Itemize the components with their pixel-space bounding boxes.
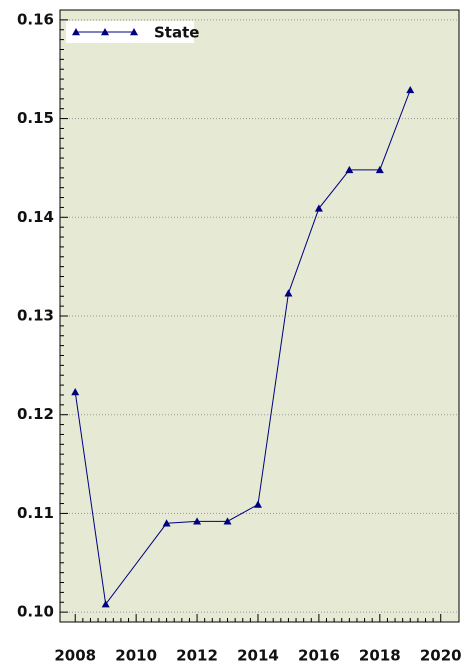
- y-tick-label: 0.11: [17, 504, 54, 522]
- y-tick-label: 0.15: [17, 109, 54, 127]
- x-tick-label: 2018: [359, 647, 401, 665]
- marker: [71, 388, 80, 396]
- legend-marker: [130, 28, 138, 36]
- marker: [375, 165, 384, 174]
- x-tick-label: 2020: [420, 647, 462, 665]
- marker: [284, 289, 293, 297]
- legend-label: State: [154, 24, 199, 42]
- marker: [101, 600, 110, 608]
- marker: [162, 519, 171, 527]
- x-tick-label: 2012: [176, 647, 218, 665]
- marker: [223, 517, 232, 525]
- legend-marker: [101, 28, 109, 36]
- x-tick-label: 2014: [237, 647, 279, 665]
- x-tick-label: 2016: [298, 647, 340, 665]
- x-tick-label: 2008: [54, 647, 96, 665]
- y-tick-label: 0.13: [17, 307, 54, 325]
- y-tick-label: 0.10: [17, 603, 54, 621]
- marker: [314, 204, 323, 212]
- y-tick-label: 0.16: [17, 10, 54, 28]
- marker: [193, 517, 202, 525]
- y-tick-label: 0.14: [17, 208, 54, 226]
- y-tick-label: 0.12: [17, 405, 54, 423]
- x-tick-label: 2010: [115, 647, 157, 665]
- marker: [406, 85, 415, 94]
- marker: [345, 165, 354, 174]
- marker: [253, 500, 262, 508]
- legend-marker: [72, 28, 80, 36]
